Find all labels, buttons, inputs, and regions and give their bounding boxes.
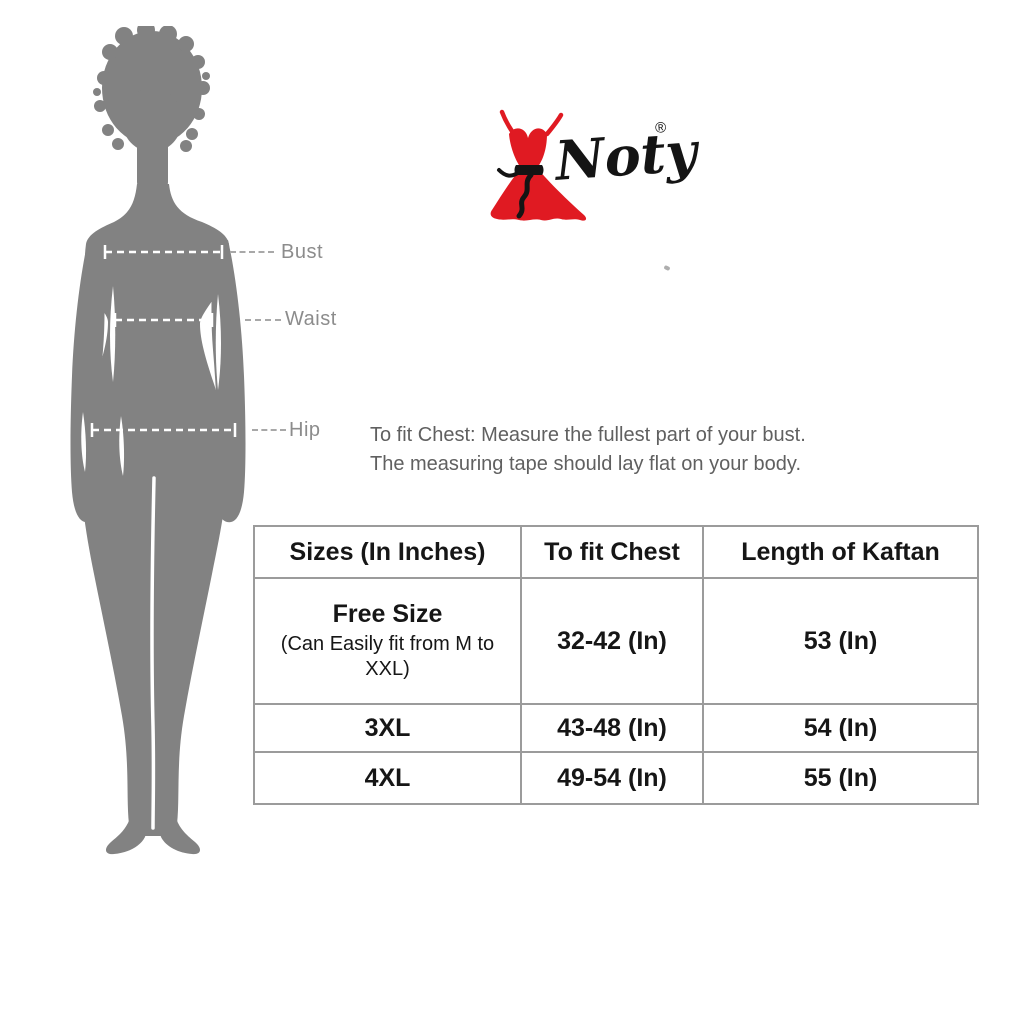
- header-chest: To fit Chest: [520, 525, 704, 579]
- header-length: Length of Kaftan: [702, 525, 979, 579]
- cell-size-4xl: 4XL: [253, 751, 522, 805]
- waist-leader-line: [245, 319, 281, 321]
- cell-chest-3xl: 43-48 (In): [520, 703, 704, 753]
- hip-leader-line: [252, 429, 286, 431]
- dress-straps: [499, 109, 564, 137]
- bust-measure-line: [103, 245, 224, 259]
- cell-length-free: 53 (In): [702, 577, 979, 705]
- size-value: Free Size: [332, 600, 443, 628]
- dress-body: [490, 128, 587, 221]
- fit-instructions: To fit Chest: Measure the fullest part o…: [370, 421, 850, 479]
- brand-name-text: Noty: [553, 119, 699, 193]
- cell-size-3xl: 3XL: [253, 703, 522, 753]
- fit-instructions-line2: The measuring tape should lay flat on yo…: [370, 453, 801, 475]
- size-chart-table: Sizes (In Inches) To fit Chest Length of…: [253, 525, 979, 805]
- registered-trademark-icon: ®: [654, 119, 667, 137]
- bust-leader-line: [230, 251, 274, 253]
- hip-measure-line: [90, 423, 237, 437]
- left-foot-shape: [105, 818, 147, 855]
- table-row-free-size: Free Size (Can Easily fit from M to XXL)…: [253, 577, 979, 705]
- size-table-header-row: Sizes (In Inches) To fit Chest Length of…: [253, 525, 979, 579]
- dress-icon: [490, 109, 587, 221]
- dress-belt: [497, 165, 544, 219]
- cell-size-free: Free Size (Can Easily fit from M to XXL): [253, 577, 522, 705]
- table-row-3xl: 3XL 43-48 (In) 54 (In): [253, 703, 979, 753]
- neck-shape: [137, 136, 168, 190]
- bust-label: Bust: [281, 241, 324, 263]
- cell-chest-4xl: 49-54 (In): [520, 751, 704, 805]
- table-row-4xl: 4XL 49-54 (In) 55 (In): [253, 751, 979, 805]
- size-note: (Can Easily fit from M to XXL): [280, 633, 495, 680]
- cell-length-4xl: 55 (In): [702, 751, 979, 805]
- silhouette-highlights: [81, 286, 221, 830]
- header-sizes: Sizes (In Inches): [253, 525, 522, 579]
- right-arm-shape: [211, 240, 246, 523]
- brand-name: Noty ®: [553, 119, 699, 219]
- waist-label: Waist: [285, 308, 337, 330]
- hip-label: Hip: [289, 419, 321, 441]
- fit-instructions-line1: To fit Chest: Measure the fullest part o…: [370, 424, 806, 446]
- waist-measure-line: [113, 313, 214, 327]
- cell-chest-free: 32-42 (In): [520, 577, 704, 705]
- artifact-dot: [663, 264, 671, 272]
- measurement-lines: [90, 245, 237, 437]
- cell-length-3xl: 54 (In): [702, 703, 979, 753]
- head-shape: [122, 88, 182, 152]
- right-foot-shape: [159, 818, 201, 855]
- body-silhouette: [70, 26, 246, 855]
- left-arm-shape: [70, 240, 105, 523]
- body-measurement-diagram: [70, 26, 246, 855]
